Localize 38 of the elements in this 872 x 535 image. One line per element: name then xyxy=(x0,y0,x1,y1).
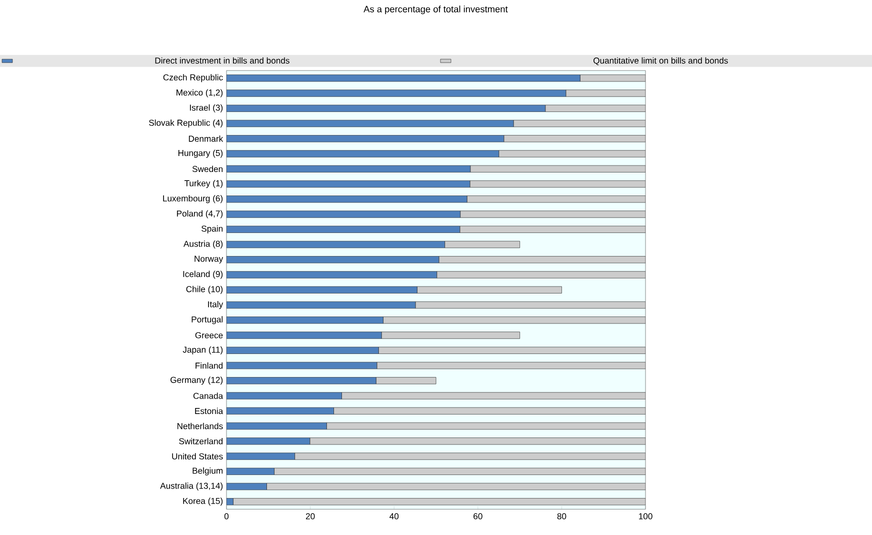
x-tick-label: 80 xyxy=(557,513,566,520)
y-tick-label: Spain xyxy=(202,225,223,234)
y-tick-label: Norway xyxy=(194,256,224,264)
y-tick-label: Israel (3) xyxy=(190,104,223,112)
y-tick-label: Korea (15) xyxy=(183,498,223,506)
y-tick-label: Finland xyxy=(196,362,223,369)
x-tick-label: 40 xyxy=(390,513,399,520)
y-tick-label: Chile (10) xyxy=(186,286,223,294)
y-tick-label: Denmark xyxy=(188,135,224,142)
x-tick-label: 20 xyxy=(306,513,315,520)
y-tick-label: Portugal xyxy=(192,316,223,324)
y-tick-label: United States xyxy=(172,453,223,460)
series-label: Quantitative limit on bills and bonds xyxy=(593,57,728,66)
y-tick-label: Sweden xyxy=(192,166,223,172)
x-tick-label: 60 xyxy=(474,513,482,520)
x-tick-label: 100 xyxy=(639,513,652,520)
y-tick-label: Greece xyxy=(195,332,223,338)
y-tick-label: Belgium xyxy=(192,467,223,476)
y-tick-label: Italy xyxy=(208,301,224,310)
y-tick-label: Switzerland xyxy=(179,438,223,444)
y-tick-label: Austria (8) xyxy=(184,240,223,249)
x-tick-label: 0 xyxy=(224,513,229,520)
y-tick-label: Germany (12) xyxy=(170,376,223,385)
y-tick-label: Hungary (5) xyxy=(178,150,223,158)
y-tick-label: Canada xyxy=(193,392,224,399)
chart-title: As a percentage of total investment xyxy=(364,6,508,14)
y-tick-label: Australia (13,14) xyxy=(160,482,223,491)
y-tick-label: Mexico (1,2) xyxy=(176,89,223,98)
y-tick-label: Netherlands xyxy=(177,422,223,430)
series-label: Direct investment in bills and bonds xyxy=(155,57,290,64)
y-tick-label: Turkey (1) xyxy=(184,180,223,188)
y-tick-label: Poland (4,7) xyxy=(177,210,223,218)
y-tick-label: Iceland (9) xyxy=(183,270,223,279)
y-tick-label: Luxembourg (6) xyxy=(163,195,223,204)
y-tick-label: Czech Republic xyxy=(163,74,223,82)
y-tick-label: Slovak Republic (4) xyxy=(149,120,223,128)
y-tick-label: Japan (11) xyxy=(182,346,223,354)
y-tick-label: Estonia xyxy=(195,408,224,414)
